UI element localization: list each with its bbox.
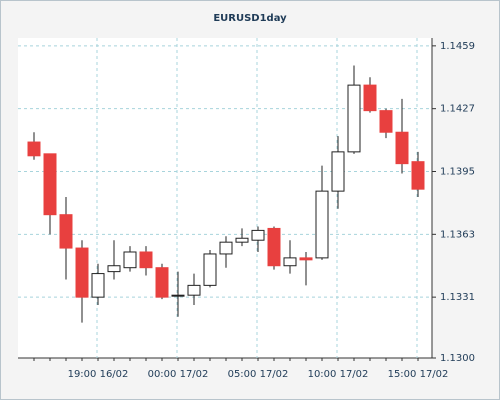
candle-body xyxy=(59,214,73,249)
x-tick-label: 10:00 17/02 xyxy=(308,369,369,380)
chart-title: EURUSD1day xyxy=(213,13,287,24)
x-tick-label: 15:00 17/02 xyxy=(388,369,449,380)
candle-body xyxy=(187,284,201,296)
plot-area xyxy=(18,38,432,358)
candle-body xyxy=(267,227,281,267)
candle-body xyxy=(75,247,89,298)
x-tick-label: 00:00 17/02 xyxy=(148,369,209,380)
y-tick-label: 1.1395 xyxy=(440,166,475,177)
candle-body xyxy=(299,257,313,261)
candle-body xyxy=(283,257,297,267)
y-tick-label: 1.1363 xyxy=(440,229,475,240)
candle-body xyxy=(171,294,185,297)
candle-body xyxy=(123,251,137,269)
candle-body xyxy=(107,265,121,273)
y-tick-label: 1.1459 xyxy=(440,41,475,52)
candle-body xyxy=(379,110,393,133)
candle-body xyxy=(219,241,233,255)
candle-body xyxy=(363,84,377,112)
x-tick-label: 05:00 17/02 xyxy=(228,369,289,380)
candle-body xyxy=(347,84,361,153)
candle-body xyxy=(43,153,57,216)
candle-body xyxy=(155,267,169,298)
candle-body xyxy=(139,251,153,269)
y-tick-label: 1.1300 xyxy=(440,353,475,364)
candle-body xyxy=(315,190,329,259)
candle-body xyxy=(91,273,105,298)
candle-body xyxy=(27,141,41,157)
x-tick-label: 19:00 16/02 xyxy=(68,369,129,380)
candle-body xyxy=(411,161,425,190)
candle-body xyxy=(235,237,249,243)
candle-body xyxy=(203,253,217,286)
candle-body xyxy=(395,131,409,165)
candle-body xyxy=(251,229,265,241)
candle-body xyxy=(331,151,345,192)
y-tick-label: 1.1331 xyxy=(440,292,475,303)
y-tick-label: 1.1427 xyxy=(440,104,475,115)
